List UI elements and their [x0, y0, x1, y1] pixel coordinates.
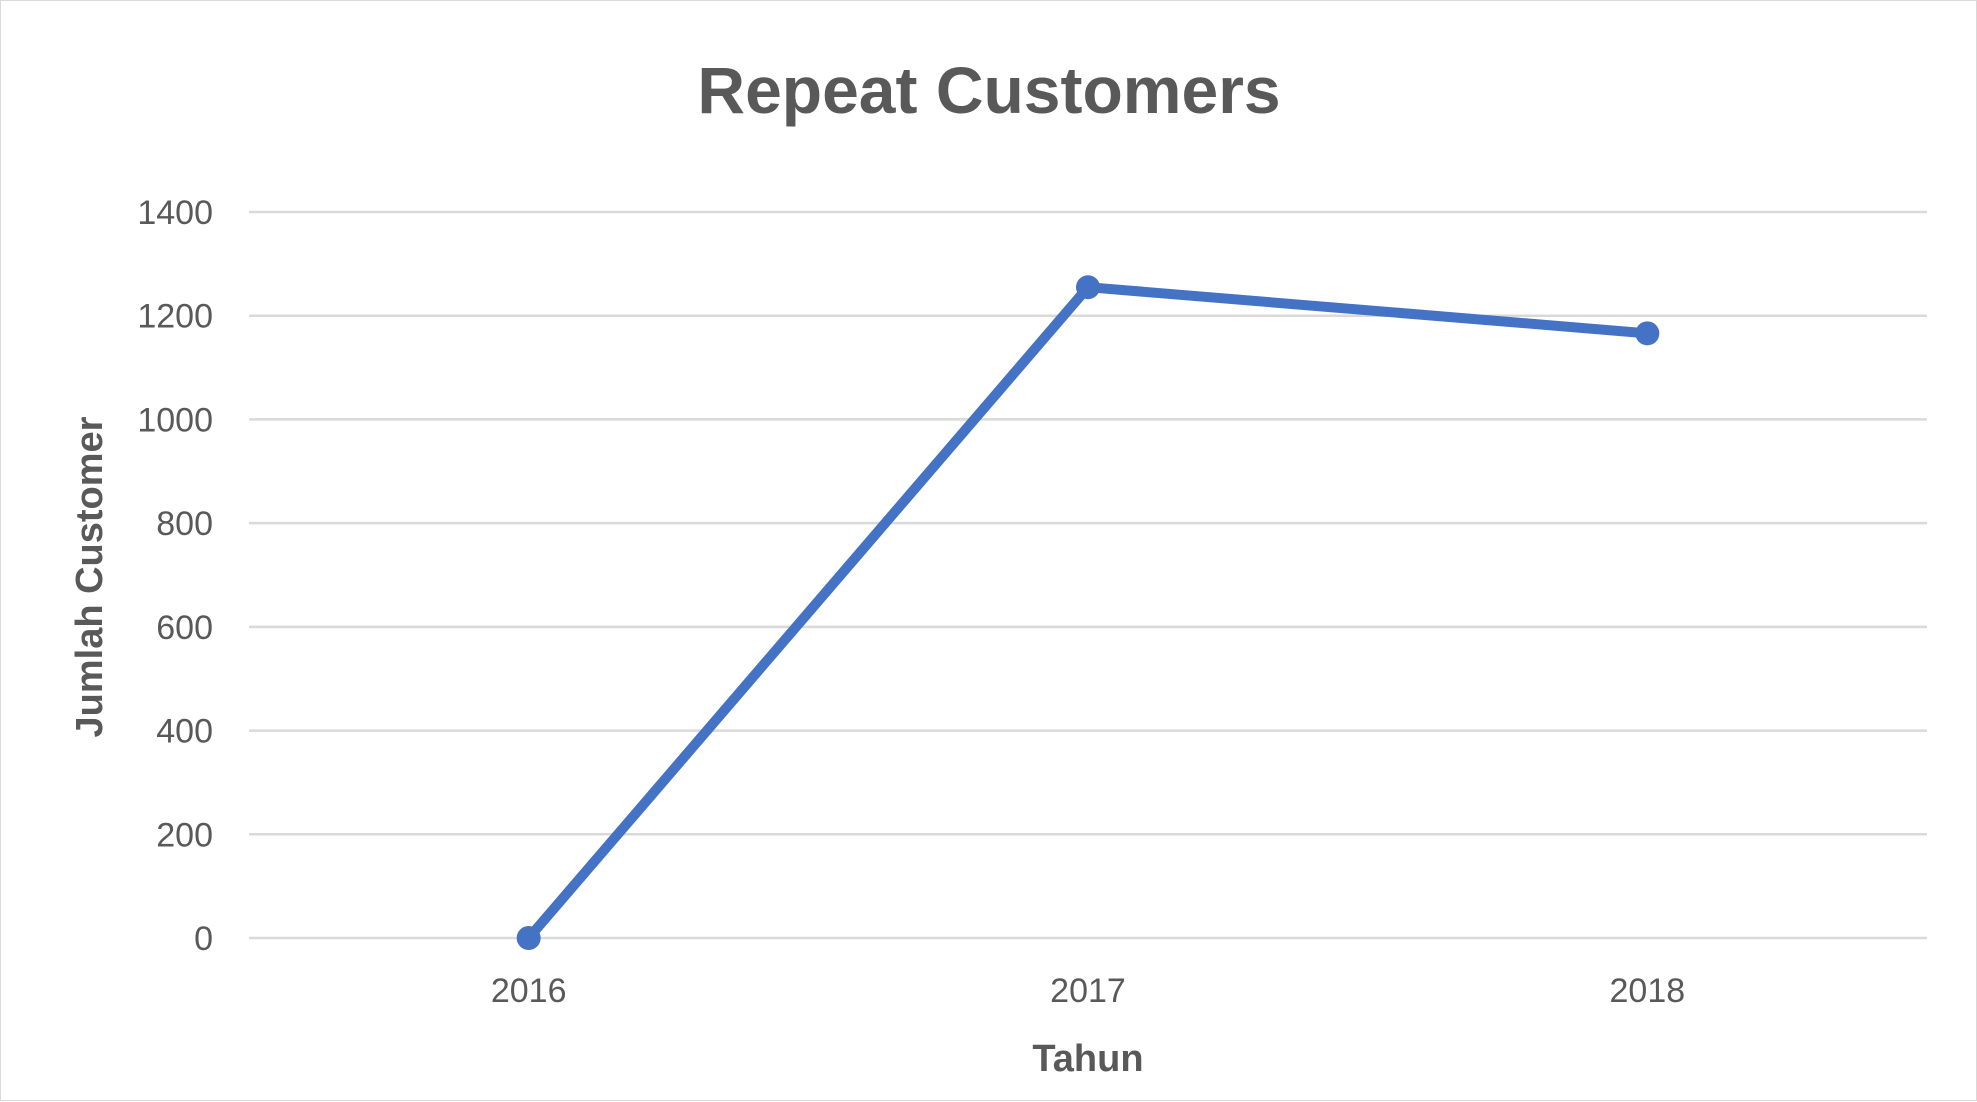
y-tick-label: 1400 — [137, 194, 213, 232]
y-tick-label: 1200 — [137, 298, 213, 336]
x-tick-label: 2018 — [1610, 972, 1686, 1010]
y-tick-label: 800 — [156, 505, 213, 543]
x-tick-label: 2016 — [491, 972, 567, 1010]
x-tick-label: 2017 — [1050, 972, 1126, 1010]
y-tick-label: 600 — [156, 609, 213, 647]
data-point-marker — [516, 926, 541, 950]
y-tick-label: 200 — [156, 816, 213, 854]
data-point-marker — [1635, 321, 1660, 346]
y-tick-label: 400 — [156, 713, 213, 751]
gridlines — [249, 210, 1927, 940]
data-point-marker — [1076, 275, 1100, 300]
x-axis-tick-labels: 2016 2017 2018 — [491, 972, 1685, 1010]
y-tick-label: 0 — [194, 920, 213, 958]
y-axis-title: Jumlah Customer — [69, 416, 111, 737]
x-axis-title: Tahun — [1032, 1038, 1143, 1080]
y-tick-label: 1000 — [137, 401, 213, 439]
series-group — [516, 275, 1660, 950]
y-axis-tick-labels: 0 200 400 600 800 1000 1200 1400 — [137, 194, 213, 958]
series-line — [523, 282, 1653, 943]
chart-title: Repeat Customers — [697, 53, 1280, 127]
